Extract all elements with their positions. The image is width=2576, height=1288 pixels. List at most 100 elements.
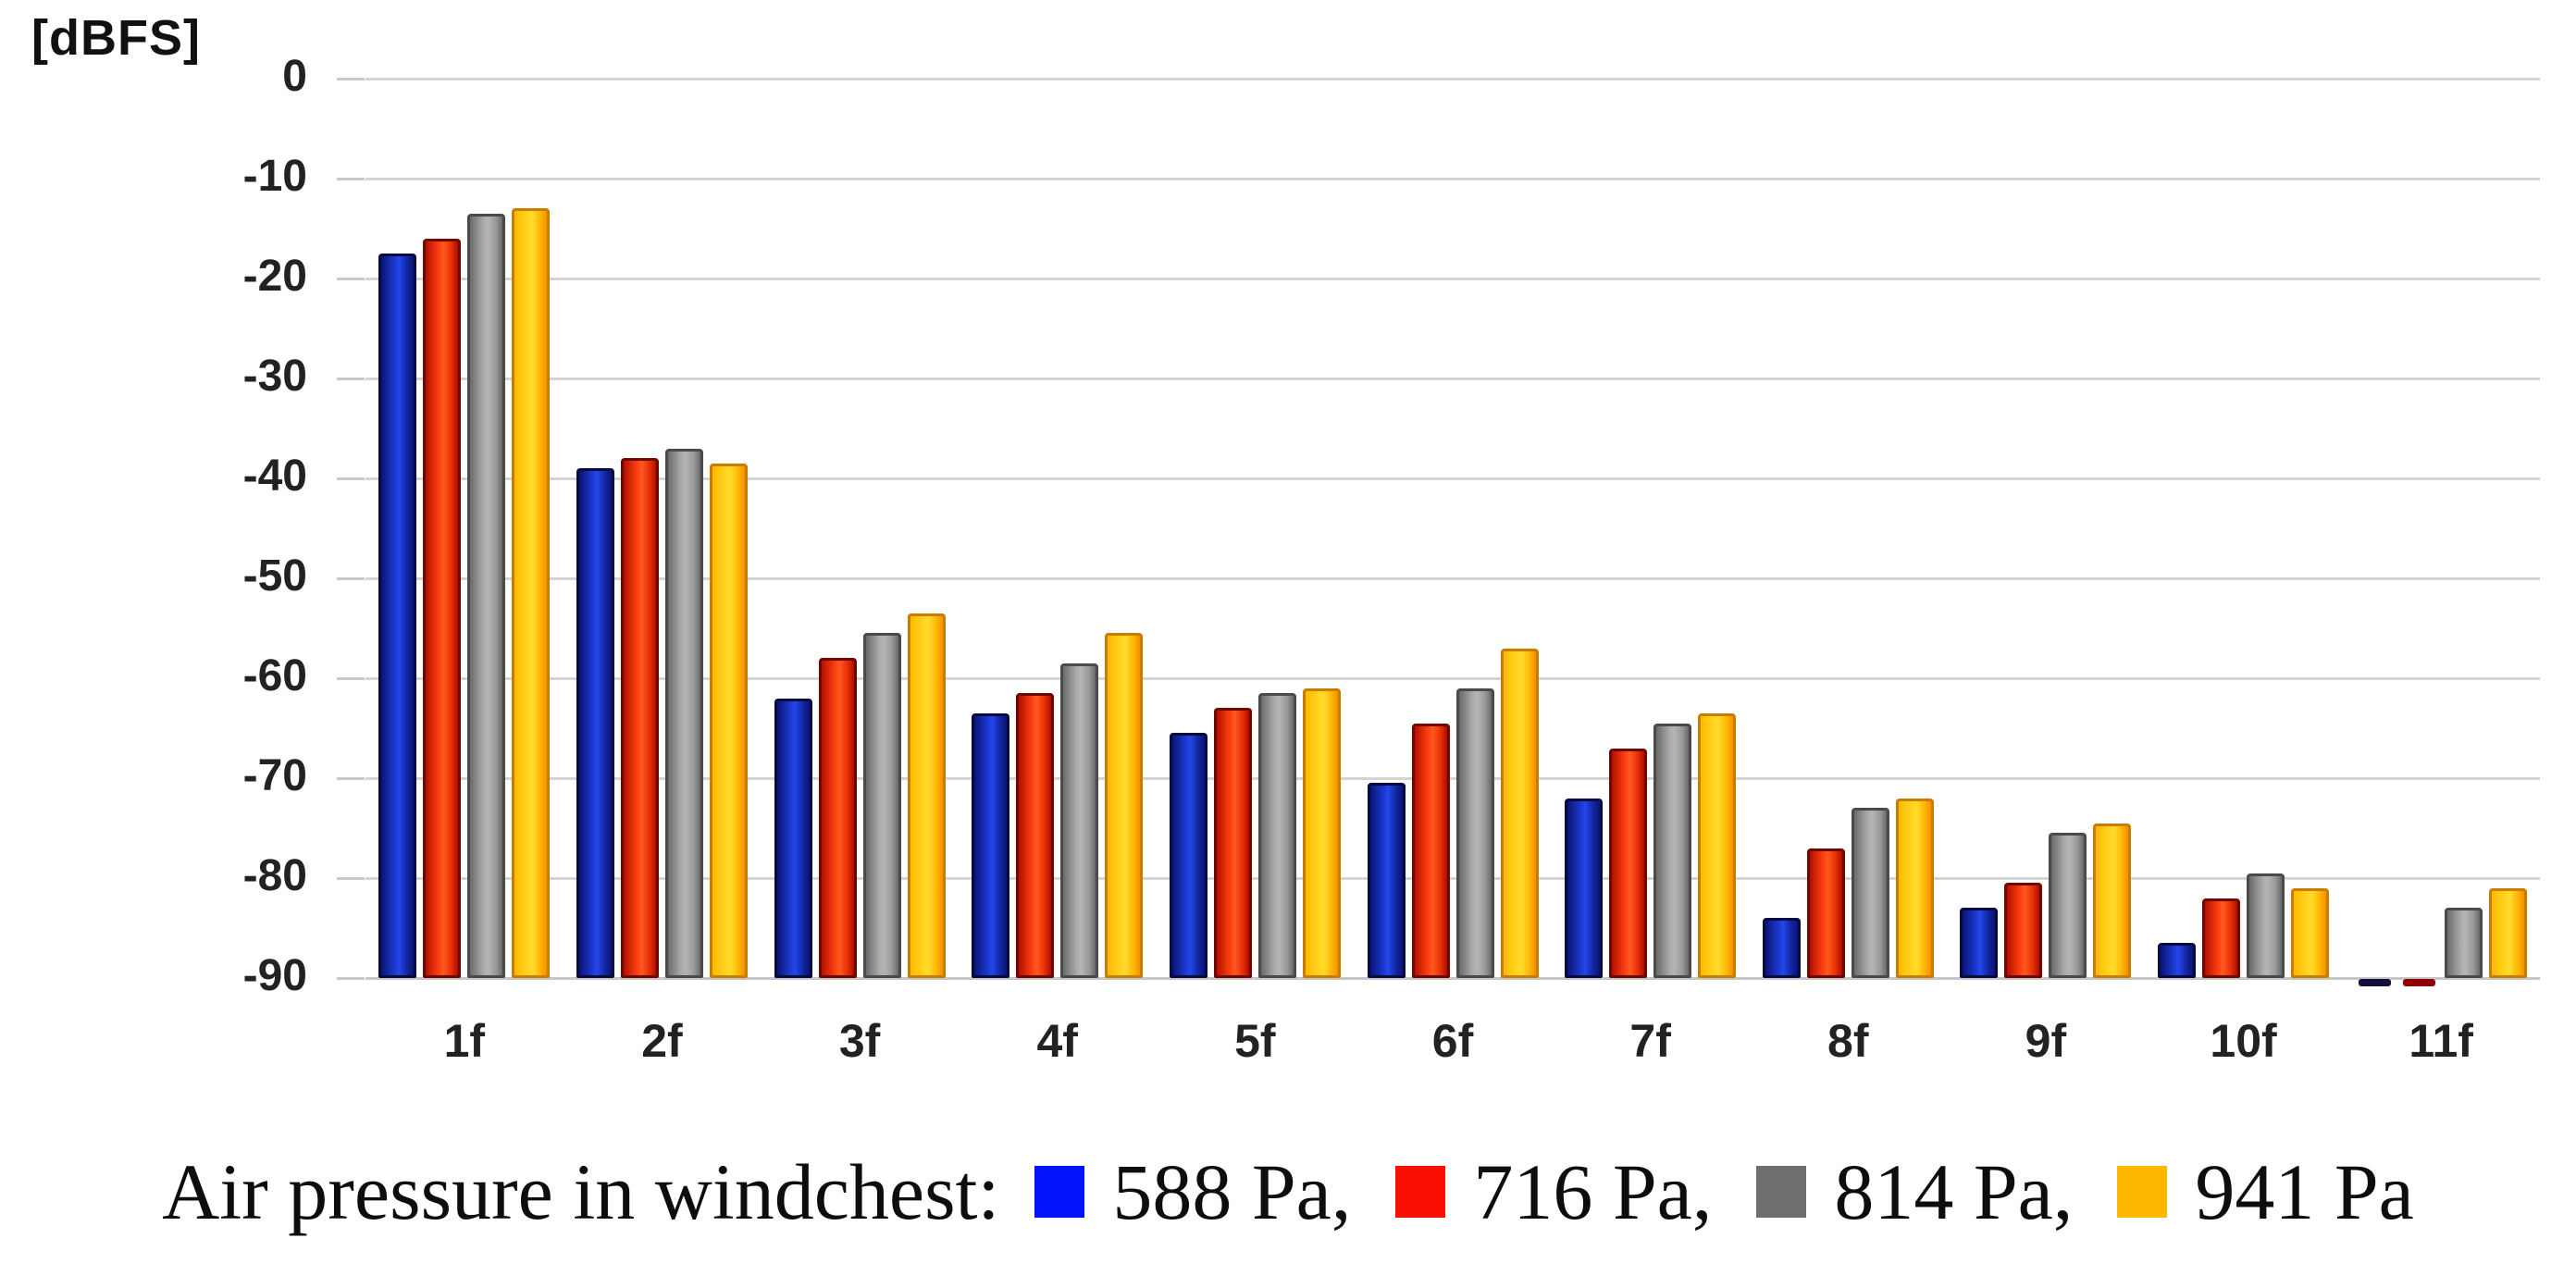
legend-item-941pa: 941 Pa [2117, 1146, 2414, 1238]
legend-label-2: 814 Pa, [1834, 1147, 2074, 1236]
bar-4f-941pa [1105, 633, 1144, 978]
y-tick-label--60: -60 [242, 651, 307, 700]
y-tick-mark--30 [337, 378, 365, 380]
gridline--40 [365, 477, 2540, 480]
gridline--90 [365, 977, 2540, 980]
bar-10f-588pa [2158, 943, 2197, 978]
bar-1f-588pa [378, 254, 417, 978]
gridline--70 [365, 777, 2540, 780]
legend-item-716pa: 716 Pa, [1395, 1146, 1712, 1238]
x-tick-label-5f: 5f [1234, 1015, 1276, 1067]
legend-title: Air pressure in windchest: [162, 1147, 1000, 1236]
bar-9f-716pa [2004, 883, 2043, 978]
bar-2f-814pa [664, 448, 703, 978]
bar-11f-588pa [2358, 979, 2391, 986]
legend-item-814pa: 814 Pa, [1756, 1146, 2073, 1238]
bar-1f-716pa [423, 238, 462, 978]
bar-11f-814pa [2444, 908, 2483, 978]
gridline--60 [365, 677, 2540, 680]
y-tick-mark--90 [337, 977, 365, 980]
bar-6f-814pa [1455, 687, 1494, 978]
legend-swatch-3 [2117, 1166, 2168, 1218]
chart-legend: Air pressure in windchest: 588 Pa, 716 Pa… [0, 1146, 2576, 1238]
bar-3f-941pa [907, 613, 946, 978]
bar-5f-941pa [1302, 687, 1341, 978]
legend-label-3: 941 Pa [2195, 1147, 2414, 1236]
x-tick-label-2f: 2f [641, 1015, 683, 1067]
bar-8f-716pa [1806, 848, 1845, 978]
legend-swatch-1 [1395, 1166, 1446, 1218]
legend-label-0: 588 Pa, [1112, 1147, 1352, 1236]
y-tick-label-0: 0 [282, 52, 307, 101]
x-tick-label-7f: 7f [1629, 1015, 1671, 1067]
y-tick-label--50: -50 [242, 551, 307, 601]
bar-10f-716pa [2202, 898, 2241, 978]
bar-3f-588pa [774, 698, 812, 978]
bar-1f-814pa [467, 213, 506, 978]
y-tick-label--20: -20 [242, 252, 307, 301]
x-tick-label-9f: 9f [2025, 1015, 2067, 1067]
bar-7f-716pa [1609, 748, 1648, 978]
legend-item-588pa: 588 Pa, [1034, 1146, 1351, 1238]
bar-4f-716pa [1016, 693, 1055, 978]
bar-4f-588pa [972, 712, 1010, 978]
bar-5f-716pa [1213, 708, 1252, 978]
y-tick-label--10: -10 [242, 152, 307, 201]
bar-8f-941pa [1895, 798, 1934, 978]
bar-3f-814pa [862, 633, 901, 978]
x-tick-label-6f: 6f [1431, 1015, 1474, 1067]
plot-area [365, 78, 2540, 986]
gridline--30 [365, 378, 2540, 380]
bar-8f-588pa [1762, 918, 1801, 978]
y-tick-label--80: -80 [242, 851, 307, 900]
y-tick-label--70: -70 [242, 751, 307, 800]
bar-7f-588pa [1565, 798, 1604, 978]
bar-9f-941pa [2093, 823, 2132, 978]
gridline--50 [365, 577, 2540, 580]
bar-11f-941pa [2488, 887, 2527, 978]
bar-1f-941pa [512, 208, 551, 978]
bar-10f-941pa [2291, 887, 2330, 978]
y-tick-mark--80 [337, 877, 365, 880]
y-tick-mark--10 [337, 178, 365, 180]
bar-2f-588pa [576, 468, 614, 978]
bar-4f-814pa [1060, 663, 1099, 978]
x-tick-label-10f: 10f [2210, 1015, 2277, 1067]
gridline--20 [365, 278, 2540, 280]
bar-2f-941pa [709, 463, 748, 978]
bar-5f-588pa [1169, 733, 1208, 978]
bar-6f-716pa [1411, 723, 1450, 978]
bar-11f-716pa [2402, 979, 2435, 986]
y-tick-mark-0 [337, 78, 365, 80]
bar-3f-716pa [818, 658, 857, 978]
y-tick-label--40: -40 [242, 452, 307, 501]
legend-label-1: 716 Pa, [1473, 1147, 1713, 1236]
bar-2f-716pa [620, 458, 659, 978]
x-tick-label-4f: 4f [1036, 1015, 1078, 1067]
x-tick-label-3f: 3f [838, 1015, 881, 1067]
y-tick-mark--40 [337, 477, 365, 480]
bar-7f-814pa [1653, 723, 1692, 978]
y-tick-label--90: -90 [242, 951, 307, 1000]
y-tick-mark--70 [337, 777, 365, 780]
x-tick-label-8f: 8f [1827, 1015, 1869, 1067]
gridline-0 [365, 78, 2540, 80]
y-tick-label--30: -30 [242, 352, 307, 401]
x-tick-label-1f: 1f [443, 1015, 486, 1067]
bar-9f-814pa [2049, 833, 2087, 978]
gridline--80 [365, 877, 2540, 880]
y-tick-mark--20 [337, 278, 365, 280]
gridline--10 [365, 178, 2540, 180]
x-tick-label-11f: 11f [2409, 1015, 2473, 1067]
legend-swatch-0 [1034, 1166, 1085, 1218]
bar-5f-814pa [1257, 693, 1296, 978]
bar-9f-588pa [1960, 908, 1999, 978]
legend-items: 588 Pa, 716 Pa, 814 Pa, 941 Pa [1034, 1146, 2414, 1238]
bar-6f-588pa [1367, 783, 1406, 978]
bar-8f-814pa [1851, 808, 1889, 978]
bar-7f-941pa [1698, 712, 1737, 978]
y-tick-mark--50 [337, 577, 365, 580]
y-axis-unit-label: [dBFS] [31, 10, 201, 66]
y-tick-mark--60 [337, 677, 365, 680]
